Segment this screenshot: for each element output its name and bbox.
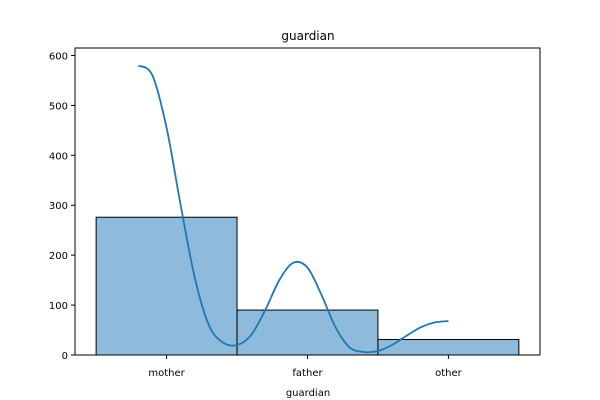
kde-line: [137, 64, 449, 354]
x-tick-label-mother: mother: [148, 368, 185, 379]
x-axis: mother father other: [148, 355, 463, 379]
bar-father: [236, 309, 379, 356]
y-tick-label: 600: [49, 51, 68, 62]
bar-other: [377, 339, 520, 356]
y-tick-label: 500: [49, 101, 68, 112]
chart-title: guardian: [281, 29, 334, 43]
y-tick-label: 400: [49, 151, 68, 162]
bar-mother: [95, 216, 238, 356]
y-tick-label: 0: [62, 351, 68, 362]
y-tick-label: 100: [49, 301, 68, 312]
x-tick-label-father: father: [292, 368, 323, 379]
bars-group: [95, 216, 520, 356]
y-tick-label: 200: [49, 251, 68, 262]
x-axis-label: guardian: [286, 388, 330, 399]
x-tick-label-other: other: [435, 368, 463, 379]
y-tick-label: 300: [49, 201, 68, 212]
y-axis: 0 100 200 300 400 500 600: [49, 51, 75, 362]
